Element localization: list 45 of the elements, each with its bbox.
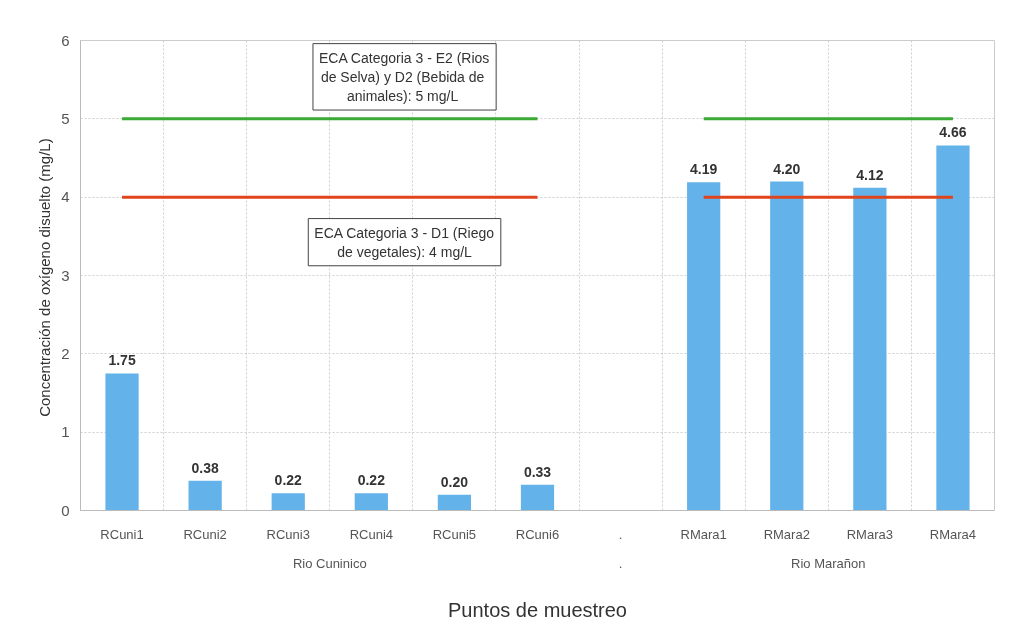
bar [271, 493, 305, 511]
annotation: ECA Categoria 3 - D1 (Riego de vegetales): 4 mg/L [314, 224, 495, 260]
bar [354, 493, 388, 511]
x-axis-title: Puntos de muestreo [448, 598, 627, 621]
data-label: 4.66 [939, 124, 967, 141]
y-axis-title: Concentración de oxígeno disuelto (mg/L) [36, 138, 54, 417]
data-label: 0.22 [274, 472, 303, 489]
x-tick-label: RCuni2 [183, 526, 227, 542]
bar [437, 494, 472, 511]
text: Rio Marañon [791, 555, 866, 571]
bar [687, 182, 721, 511]
bar [188, 480, 222, 511]
data-label: 0.38 [191, 459, 219, 476]
x-tick-label: RMara1 [680, 526, 727, 542]
y-tick-label: 4 [61, 188, 70, 206]
bar [520, 484, 555, 511]
data-label: 0.22 [357, 472, 386, 489]
x-tick-label: RCuni1 [100, 526, 144, 542]
x-tick-label: RMara4 [929, 526, 977, 542]
data-label: 4.12 [856, 166, 884, 183]
text: Rio Cuninico [292, 555, 367, 571]
y-tick-label: 3 [61, 266, 70, 284]
text: . [618, 555, 623, 571]
data-label: 0.20 [440, 473, 469, 490]
x-tick-label: . [618, 526, 623, 542]
annotation: ECA Categoria 3 - E2 (Rios de Selva) y D2 (Bebida de animales): 5 mg/L [318, 49, 490, 105]
x-tick-label: RCuni4 [349, 526, 393, 542]
x-tick-label: RCuni3 [266, 526, 310, 542]
x-tick-label: RMara2 [763, 526, 810, 542]
data-label: 4.19 [690, 161, 718, 178]
y-tick-label: 5 [61, 109, 70, 127]
x-tick-label: RMara3 [846, 526, 893, 542]
data-label: 4.20 [773, 160, 801, 177]
bar [853, 187, 887, 511]
y-tick-label: 6 [61, 31, 70, 49]
data-label: 1.75 [108, 352, 136, 369]
y-tick-label: 1 [61, 423, 70, 441]
y-tick-label: 2 [61, 344, 70, 362]
y-tick-label: 0 [61, 501, 70, 519]
data-label: 0.33 [523, 463, 552, 480]
bar [770, 181, 804, 511]
bar [105, 373, 139, 511]
bar [936, 145, 970, 511]
x-tick-label: RCuni5 [432, 526, 477, 542]
x-tick-label: RCuni6 [515, 526, 560, 542]
